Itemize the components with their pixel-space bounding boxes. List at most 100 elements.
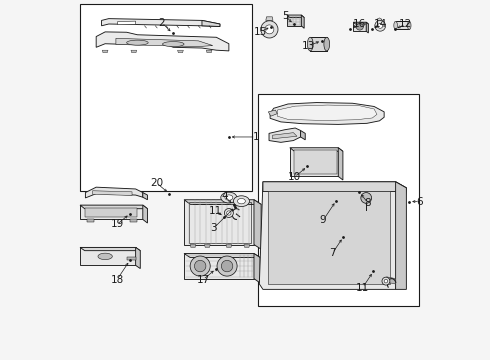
Polygon shape: [244, 244, 250, 247]
Polygon shape: [184, 200, 261, 204]
Text: 14: 14: [374, 19, 387, 29]
Ellipse shape: [126, 40, 148, 45]
Ellipse shape: [356, 24, 364, 30]
Polygon shape: [118, 21, 136, 25]
Text: 19: 19: [110, 220, 123, 229]
Polygon shape: [102, 50, 108, 53]
Text: 18: 18: [110, 275, 123, 285]
Ellipse shape: [225, 195, 233, 200]
Ellipse shape: [378, 23, 383, 28]
Polygon shape: [310, 37, 327, 51]
Polygon shape: [202, 21, 220, 27]
Polygon shape: [338, 148, 343, 180]
Text: 5: 5: [282, 11, 289, 21]
Polygon shape: [269, 110, 277, 116]
Text: 10: 10: [288, 172, 301, 182]
Polygon shape: [143, 205, 147, 223]
Polygon shape: [184, 253, 260, 257]
Ellipse shape: [408, 21, 411, 30]
Polygon shape: [116, 39, 213, 46]
Ellipse shape: [233, 196, 249, 207]
Circle shape: [217, 256, 237, 276]
Polygon shape: [287, 15, 304, 18]
Polygon shape: [80, 247, 136, 265]
Text: 3: 3: [211, 223, 217, 233]
Polygon shape: [266, 17, 273, 21]
Text: 16: 16: [352, 19, 366, 29]
Polygon shape: [272, 133, 297, 139]
Text: 17: 17: [196, 275, 210, 285]
Polygon shape: [254, 253, 260, 283]
Polygon shape: [130, 220, 137, 222]
Polygon shape: [290, 148, 343, 151]
Polygon shape: [136, 247, 140, 269]
Polygon shape: [269, 192, 390, 284]
Polygon shape: [353, 22, 366, 31]
Polygon shape: [87, 220, 95, 222]
Polygon shape: [287, 15, 301, 26]
Polygon shape: [184, 200, 254, 244]
Polygon shape: [366, 22, 368, 33]
Polygon shape: [85, 187, 143, 198]
Polygon shape: [177, 50, 183, 53]
Text: 2: 2: [158, 18, 165, 28]
Polygon shape: [93, 191, 132, 195]
Polygon shape: [143, 193, 147, 200]
Polygon shape: [377, 18, 382, 22]
Polygon shape: [126, 257, 136, 260]
Ellipse shape: [375, 21, 386, 31]
Polygon shape: [290, 148, 338, 176]
Polygon shape: [204, 244, 210, 247]
Polygon shape: [395, 182, 406, 289]
Text: 8: 8: [365, 198, 371, 208]
Text: 11: 11: [209, 206, 222, 216]
Circle shape: [221, 260, 233, 272]
Text: 13: 13: [302, 41, 316, 51]
Text: 6: 6: [416, 197, 423, 207]
Text: 20: 20: [150, 178, 163, 188]
Ellipse shape: [238, 198, 245, 204]
Polygon shape: [395, 21, 409, 30]
Polygon shape: [80, 205, 143, 220]
Circle shape: [190, 256, 210, 276]
Polygon shape: [294, 150, 337, 174]
Polygon shape: [300, 131, 305, 140]
Ellipse shape: [224, 208, 233, 217]
Polygon shape: [259, 182, 406, 289]
Ellipse shape: [394, 21, 397, 30]
Ellipse shape: [221, 192, 237, 203]
Text: 9: 9: [320, 215, 326, 225]
Ellipse shape: [261, 21, 278, 38]
Polygon shape: [80, 205, 147, 209]
Polygon shape: [101, 19, 220, 27]
Polygon shape: [269, 128, 300, 142]
Text: 1: 1: [252, 132, 259, 142]
Text: 7: 7: [329, 248, 336, 258]
Ellipse shape: [265, 25, 274, 34]
Polygon shape: [184, 253, 254, 279]
Polygon shape: [80, 247, 140, 251]
Polygon shape: [131, 50, 137, 53]
Polygon shape: [254, 200, 261, 249]
Text: 4: 4: [221, 192, 228, 202]
Polygon shape: [190, 244, 196, 247]
Polygon shape: [206, 50, 212, 53]
Text: 15: 15: [254, 27, 267, 37]
Circle shape: [195, 260, 206, 272]
Bar: [80, 4, 252, 191]
Polygon shape: [301, 15, 304, 28]
Circle shape: [361, 193, 371, 203]
Text: 11: 11: [356, 283, 369, 293]
Ellipse shape: [163, 41, 184, 46]
Bar: [258, 94, 419, 306]
Ellipse shape: [382, 277, 390, 285]
Ellipse shape: [324, 37, 330, 51]
Polygon shape: [263, 182, 406, 192]
Polygon shape: [96, 32, 229, 51]
Text: 12: 12: [399, 19, 412, 29]
Polygon shape: [85, 208, 137, 217]
Ellipse shape: [98, 253, 112, 260]
Ellipse shape: [384, 279, 388, 283]
Polygon shape: [226, 244, 232, 247]
Polygon shape: [387, 277, 395, 284]
